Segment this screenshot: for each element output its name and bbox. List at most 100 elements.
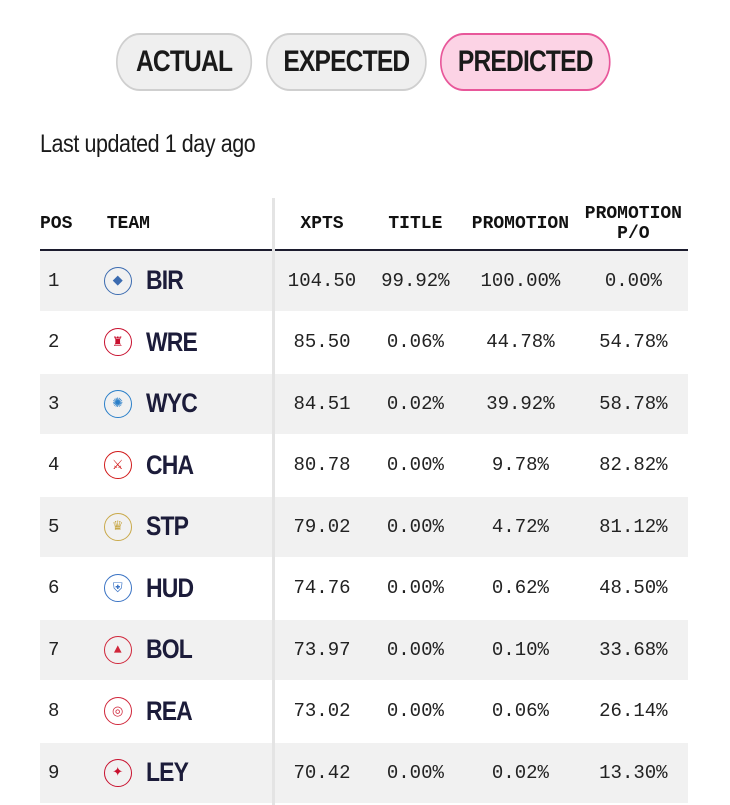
huddersfield-crest-icon: ⛨ bbox=[103, 574, 132, 603]
table-row[interactable]: 7 ▲ BOL 73.97 0.00% 0.10% 33.68% bbox=[40, 619, 688, 681]
row-promotion-po: 54.78% bbox=[599, 331, 668, 354]
row-title: 0.00% bbox=[386, 515, 444, 538]
wrexham-crest-icon: ♜ bbox=[103, 328, 132, 357]
team-wrap: ◆ BIR bbox=[92, 265, 273, 296]
col-header-xpts[interactable]: XPTS bbox=[273, 198, 369, 251]
row-promotion-po: 82.82% bbox=[599, 454, 668, 477]
row-promotion: 0.02% bbox=[491, 761, 549, 784]
row-pos: 8 bbox=[48, 700, 60, 723]
row-promotion: 4.72% bbox=[491, 515, 549, 538]
row-team-cell: ✺ WYC bbox=[91, 373, 276, 435]
row-promotion: 0.10% bbox=[491, 638, 549, 661]
table-row[interactable]: 3 ✺ WYC 84.51 0.02% 39.92% 58.78% bbox=[40, 373, 688, 435]
actual-toggle-button[interactable]: ACTUAL bbox=[116, 33, 253, 91]
team-name[interactable]: CHA bbox=[145, 449, 194, 480]
team-name[interactable]: STP bbox=[145, 511, 189, 542]
row-promotion-po: 48.50% bbox=[599, 577, 668, 600]
col-header-promotion-po-line1: PROMOTION bbox=[584, 203, 682, 224]
team-name[interactable]: BIR bbox=[145, 265, 184, 296]
row-team-cell: ♛ STP bbox=[91, 496, 276, 558]
row-xpts: 74.76 bbox=[293, 577, 351, 600]
row-pos: 1 bbox=[48, 269, 60, 292]
leyton-orient-crest-icon: ✦ bbox=[103, 758, 132, 787]
table-row[interactable]: 1 ◆ BIR 104.50 99.92% 100.00% 0.00% bbox=[40, 250, 688, 312]
table-row[interactable]: 8 ◎ REA 73.02 0.00% 0.06% 26.14% bbox=[40, 680, 688, 742]
row-team-cell: ◎ REA bbox=[91, 680, 276, 742]
row-xpts: 79.02 bbox=[293, 515, 351, 538]
col-header-promotion[interactable]: PROMOTION bbox=[462, 198, 579, 251]
team-wrap: ✺ WYC bbox=[92, 388, 273, 419]
expected-toggle-button[interactable]: EXPECTED bbox=[266, 33, 427, 91]
last-updated-text: Last updated 1 day ago bbox=[40, 130, 256, 158]
row-promotion-po: 58.78% bbox=[599, 392, 668, 415]
row-team-cell: ✦ LEY bbox=[91, 742, 276, 804]
bolton-crest-icon: ▲ bbox=[103, 635, 132, 664]
row-promotion-po: 33.68% bbox=[599, 638, 668, 661]
reading-crest-icon: ◎ bbox=[103, 697, 132, 726]
team-wrap: ⚔ CHA bbox=[92, 450, 273, 481]
row-pos: 2 bbox=[48, 331, 60, 354]
team-name[interactable]: BOL bbox=[145, 634, 193, 665]
team-name[interactable]: REA bbox=[145, 695, 193, 726]
row-promotion-po: 0.00% bbox=[604, 269, 662, 292]
row-title: 0.00% bbox=[386, 761, 444, 784]
row-title: 99.92% bbox=[381, 269, 450, 292]
table-header-row: POS TEAM XPTS TITLE PROMOTION PROMOTION … bbox=[40, 198, 688, 251]
col-header-team[interactable]: TEAM bbox=[91, 198, 276, 251]
view-toggle-group: ACTUAL EXPECTED PREDICTED bbox=[116, 33, 648, 91]
row-promotion: 44.78% bbox=[486, 331, 555, 354]
col-header-pos[interactable]: POS bbox=[40, 198, 92, 251]
row-title: 0.00% bbox=[386, 638, 444, 661]
table-row[interactable]: 2 ♜ WRE 85.50 0.06% 44.78% 54.78% bbox=[40, 311, 688, 373]
team-wrap: ▲ BOL bbox=[92, 634, 273, 665]
row-team-cell: ⚔ CHA bbox=[91, 434, 276, 496]
row-xpts: 73.97 bbox=[293, 638, 351, 661]
team-wrap: ⛨ HUD bbox=[92, 573, 273, 604]
team-wrap: ✦ LEY bbox=[92, 757, 273, 788]
wycombe-crest-icon: ✺ bbox=[103, 389, 132, 418]
row-xpts: 85.50 bbox=[293, 331, 351, 354]
row-promotion-po: 81.12% bbox=[599, 515, 668, 538]
row-team-cell: ♜ WRE bbox=[91, 311, 276, 373]
row-promotion-po: 26.14% bbox=[599, 700, 668, 723]
row-title: 0.06% bbox=[386, 331, 444, 354]
charlton-crest-icon: ⚔ bbox=[103, 451, 132, 480]
row-xpts: 84.51 bbox=[293, 392, 351, 415]
row-title: 0.00% bbox=[386, 700, 444, 723]
row-xpts: 70.42 bbox=[293, 761, 351, 784]
birmingham-crest-icon: ◆ bbox=[103, 266, 132, 295]
row-pos: 9 bbox=[48, 761, 60, 784]
row-xpts: 73.02 bbox=[293, 700, 351, 723]
row-team-cell: ⛨ HUD bbox=[91, 557, 276, 619]
row-xpts: 80.78 bbox=[293, 454, 351, 477]
team-name[interactable]: WRE bbox=[145, 326, 198, 357]
row-xpts: 104.50 bbox=[287, 269, 357, 292]
col-header-title[interactable]: TITLE bbox=[368, 198, 463, 251]
table-row[interactable]: 4 ⚔ CHA 80.78 0.00% 9.78% 82.82% bbox=[40, 434, 688, 496]
table-row[interactable]: 6 ⛨ HUD 74.76 0.00% 0.62% 48.50% bbox=[40, 557, 688, 619]
row-pos: 6 bbox=[48, 577, 60, 600]
row-promotion: 0.06% bbox=[491, 700, 549, 723]
col-header-promotion-po-line2: P/O bbox=[617, 223, 650, 244]
team-name[interactable]: LEY bbox=[145, 757, 189, 788]
row-promotion: 9.78% bbox=[491, 454, 549, 477]
col-header-promotion-po[interactable]: PROMOTION P/O bbox=[578, 198, 688, 251]
row-title: 0.00% bbox=[386, 454, 444, 477]
team-name[interactable]: WYC bbox=[145, 388, 198, 419]
team-wrap: ◎ REA bbox=[92, 696, 273, 727]
team-wrap: ♜ WRE bbox=[92, 327, 273, 358]
row-promotion-po: 13.30% bbox=[599, 761, 668, 784]
team-wrap: ♛ STP bbox=[92, 511, 273, 542]
row-promotion: 39.92% bbox=[486, 392, 555, 415]
standings-table: POS TEAM XPTS TITLE PROMOTION PROMOTION … bbox=[40, 198, 688, 805]
row-team-cell: ▲ BOL bbox=[91, 619, 276, 681]
row-promotion: 0.62% bbox=[491, 577, 549, 600]
table-row[interactable]: 5 ♛ STP 79.02 0.00% 4.72% 81.12% bbox=[40, 496, 688, 558]
row-pos: 5 bbox=[48, 515, 60, 538]
predicted-toggle-button[interactable]: PREDICTED bbox=[440, 33, 611, 91]
row-pos: 3 bbox=[48, 392, 60, 415]
row-title: 0.02% bbox=[386, 392, 444, 415]
table-row[interactable]: 9 ✦ LEY 70.42 0.00% 0.02% 13.30% bbox=[40, 742, 688, 804]
team-name[interactable]: HUD bbox=[145, 572, 194, 603]
row-title: 0.00% bbox=[386, 577, 444, 600]
